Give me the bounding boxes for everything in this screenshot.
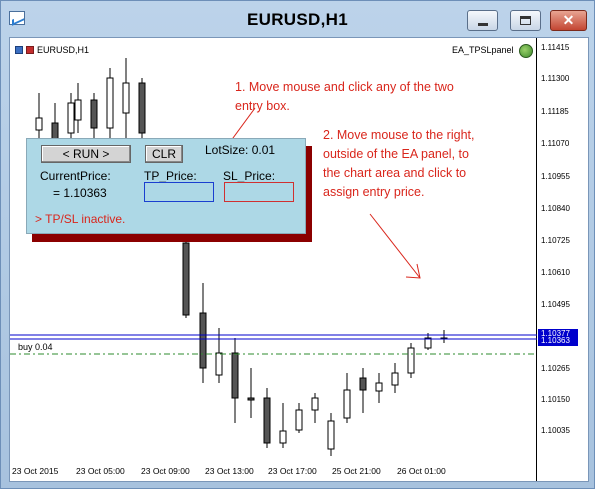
instruction-step-2: 2. Move mouse to the right, outside of t…	[323, 126, 474, 202]
ea-name-label: EA_TPSLpanel	[452, 45, 514, 55]
price-tick: 1.10150	[541, 395, 570, 404]
tpsl-status: > TP/SL inactive.	[35, 212, 126, 226]
close-icon: ✕	[562, 12, 575, 28]
minimize-icon	[477, 22, 488, 26]
expert-advisor-icon[interactable]	[519, 44, 533, 58]
run-button[interactable]: < RUN >	[41, 145, 131, 163]
close-button[interactable]: ✕	[550, 10, 587, 31]
ask-price-tag: 1.10377	[538, 329, 578, 339]
symbol-label: EURUSD,H1	[15, 45, 89, 55]
price-tick: 1.10725	[541, 236, 570, 245]
current-price-tag: 1.10363	[538, 336, 578, 346]
ea-panel: < RUN > CLR LotSize: 0.01 CurrentPrice: …	[26, 138, 306, 234]
time-tick: 23 Oct 17:00	[268, 466, 317, 476]
instruction-step-1-line-1: 1. Move mouse and click any of the two	[235, 80, 454, 94]
chart-window-icon	[9, 11, 25, 25]
time-tick: 23 Oct 09:00	[141, 466, 190, 476]
sl-price-label: SL_Price:	[223, 169, 276, 183]
instruction-step-1-line-2: entry box.	[235, 99, 290, 113]
time-tick: 25 Oct 21:00	[332, 466, 381, 476]
lot-size-label: LotSize: 0.01	[205, 143, 276, 157]
price-tick: 1.11415	[541, 43, 570, 52]
candlestick-chart	[10, 58, 537, 456]
candles	[35, 58, 448, 456]
time-tick: 23 Oct 13:00	[205, 466, 254, 476]
symbol-text: EURUSD,H1	[37, 45, 90, 55]
price-tick: 1.10035	[541, 426, 570, 435]
current-price-label: CurrentPrice:	[40, 169, 111, 183]
pointer-arrowhead	[405, 263, 421, 279]
price-tick: 1.11185	[541, 107, 569, 116]
instruction-step-2-line-4: assign entry price.	[323, 185, 425, 199]
maximize-icon	[520, 16, 531, 25]
order-line-label: buy 0.04	[18, 342, 53, 352]
tp-price-input[interactable]	[144, 182, 214, 202]
current-price-value: = 1.10363	[53, 186, 107, 200]
price-tick: 1.10955	[541, 172, 570, 181]
instruction-step-1: 1. Move mouse and click any of the two e…	[235, 78, 454, 116]
pointer-line-2	[369, 213, 421, 279]
chart-area[interactable]: EURUSD,H1 EA_TPSLpanel buy 0.04 1. Move …	[9, 37, 589, 482]
maximize-button[interactable]	[510, 10, 541, 31]
time-tick: 26 Oct 01:00	[397, 466, 446, 476]
minimize-button[interactable]	[467, 10, 498, 31]
chart-grid-icon	[15, 46, 23, 54]
price-tick: 1.10610	[541, 268, 570, 277]
price-tick: 1.10495	[541, 300, 570, 309]
price-tick: 1.11300	[541, 74, 570, 83]
chart-flag-icon	[26, 46, 34, 54]
instruction-step-2-line-2: outside of the EA panel, to	[323, 147, 469, 161]
price-tick: 1.10265	[541, 364, 570, 373]
instruction-step-2-line-1: 2. Move mouse to the right,	[323, 128, 475, 142]
title-bar[interactable]: EURUSD,H1 ✕	[1, 1, 594, 37]
price-tick: 1.11070	[541, 139, 570, 148]
plot-area[interactable]: EURUSD,H1 EA_TPSLpanel buy 0.04 1. Move …	[10, 38, 537, 481]
sl-price-input[interactable]	[224, 182, 294, 202]
tp-price-label: TP_Price:	[144, 169, 197, 183]
clr-button[interactable]: CLR	[145, 145, 183, 163]
window-title: EURUSD,H1	[247, 10, 348, 29]
time-tick: 23 Oct 2015	[12, 466, 59, 476]
price-tick: 1.10840	[541, 204, 570, 213]
instruction-step-2-line-3: the chart area and click to	[323, 166, 467, 180]
time-tick: 23 Oct 05:00	[76, 466, 125, 476]
